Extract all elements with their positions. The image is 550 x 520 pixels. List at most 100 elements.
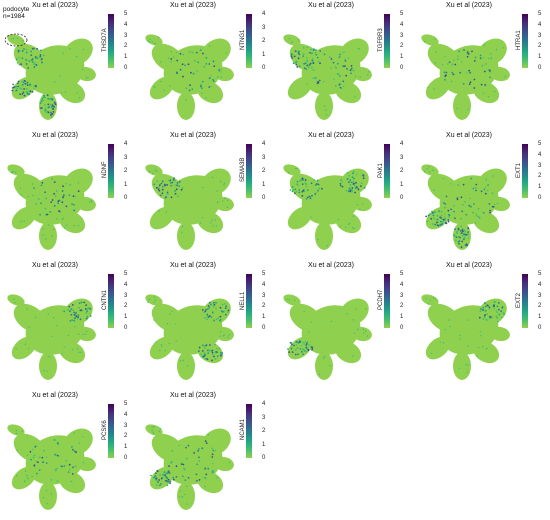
expression-point (205, 442, 208, 444)
expression-point (63, 194, 65, 196)
expression-point (172, 476, 175, 479)
expression-point (317, 238, 319, 241)
expression-point (348, 181, 350, 183)
expression-point (69, 310, 71, 313)
expression-point (329, 365, 331, 367)
expression-point (362, 328, 365, 330)
expression-point (17, 82, 19, 85)
expression-point (184, 493, 186, 496)
expression-point (56, 480, 59, 483)
expression-point (476, 355, 478, 357)
expression-point (453, 59, 455, 61)
expression-point (75, 315, 78, 318)
expression-point (342, 51, 344, 54)
expression-point (157, 481, 159, 483)
expression-point (496, 202, 499, 205)
expression-point (295, 191, 298, 193)
expression-point (430, 213, 432, 215)
expression-point (318, 79, 321, 82)
colorbar-tick: 5 (262, 271, 266, 277)
expression-point (32, 456, 35, 459)
expression-point (502, 47, 504, 49)
expression-point (302, 53, 305, 55)
expression-point (172, 478, 175, 481)
colorbar-tick: 5 (538, 271, 542, 277)
expression-point (291, 351, 294, 353)
cluster-blob-5 (39, 352, 57, 380)
expression-point (448, 214, 451, 217)
expression-point (440, 210, 443, 213)
expression-point (21, 92, 24, 95)
expression-point (445, 221, 447, 224)
expression-point (43, 497, 45, 499)
expression-point (181, 63, 184, 66)
expression-point (457, 55, 459, 57)
expression-point (227, 336, 229, 339)
cluster-blob-2 (339, 298, 369, 326)
expression-point (216, 348, 218, 350)
expression-point (448, 61, 451, 64)
expression-point (204, 485, 206, 488)
umap-scatter (145, 34, 234, 120)
expression-point (222, 310, 225, 313)
expression-point (483, 70, 486, 73)
expression-point (292, 62, 295, 65)
expression-point (305, 68, 308, 71)
cluster-blob-1 (427, 303, 461, 333)
expression-point (350, 72, 352, 75)
expression-point (228, 334, 230, 336)
expression-point (52, 111, 55, 113)
colorbar-tick: 0 (262, 65, 266, 71)
colorbar-tick: 5 (124, 401, 128, 407)
expression-point (456, 198, 459, 201)
colorbar-tick: 4 (262, 141, 266, 147)
expression-point (75, 314, 77, 316)
expression-point (213, 355, 215, 358)
colorbar-tick: 1 (262, 181, 266, 188)
expression-point (33, 454, 36, 457)
expression-point (182, 359, 185, 362)
cluster-blob-1 (13, 433, 47, 463)
cluster-blob-2 (201, 168, 231, 196)
umap-panel-cntn1: Xu et al (2023) 5 4 3 2 1 0 CNTN1 (0, 260, 136, 388)
expression-point (156, 170, 158, 172)
expression-point (466, 52, 469, 55)
expression-point (147, 301, 149, 303)
expression-point (493, 308, 496, 310)
expression-point (192, 72, 195, 75)
expression-point (33, 187, 35, 189)
expression-point (306, 83, 308, 85)
panel-title: Xu et al (2023) (170, 262, 216, 269)
expression-point (46, 213, 49, 216)
expression-point (204, 354, 206, 356)
expression-point (479, 217, 481, 220)
expression-point (295, 344, 297, 346)
expression-point (29, 90, 32, 93)
expression-point (32, 448, 34, 450)
expression-point (355, 308, 357, 310)
expression-point (444, 213, 446, 215)
expression-point (442, 178, 445, 180)
expression-point (53, 316, 55, 319)
expression-point (356, 187, 359, 189)
umap-panel-pcdh7: Xu et al (2023) 5 4 3 2 1 0 PCDH7 (276, 260, 412, 388)
cluster-blob-4 (58, 80, 86, 104)
colorbar (246, 274, 252, 328)
cluster-blob-5 (315, 352, 333, 380)
expression-point (459, 334, 461, 337)
expression-point (225, 52, 227, 54)
expression-point (11, 38, 13, 40)
expression-point (156, 180, 159, 182)
expression-point (154, 42, 156, 44)
expression-point (174, 184, 176, 186)
expression-point (54, 453, 56, 456)
expression-point (166, 478, 168, 480)
expression-point (223, 184, 225, 186)
expression-point (71, 304, 74, 306)
expression-point (309, 197, 312, 200)
expression-point (357, 328, 359, 330)
colorbar-tick: 3 (400, 292, 404, 299)
expression-point (16, 475, 18, 477)
colorbar-gradient (246, 274, 252, 328)
cluster-blob-5 (453, 352, 471, 380)
